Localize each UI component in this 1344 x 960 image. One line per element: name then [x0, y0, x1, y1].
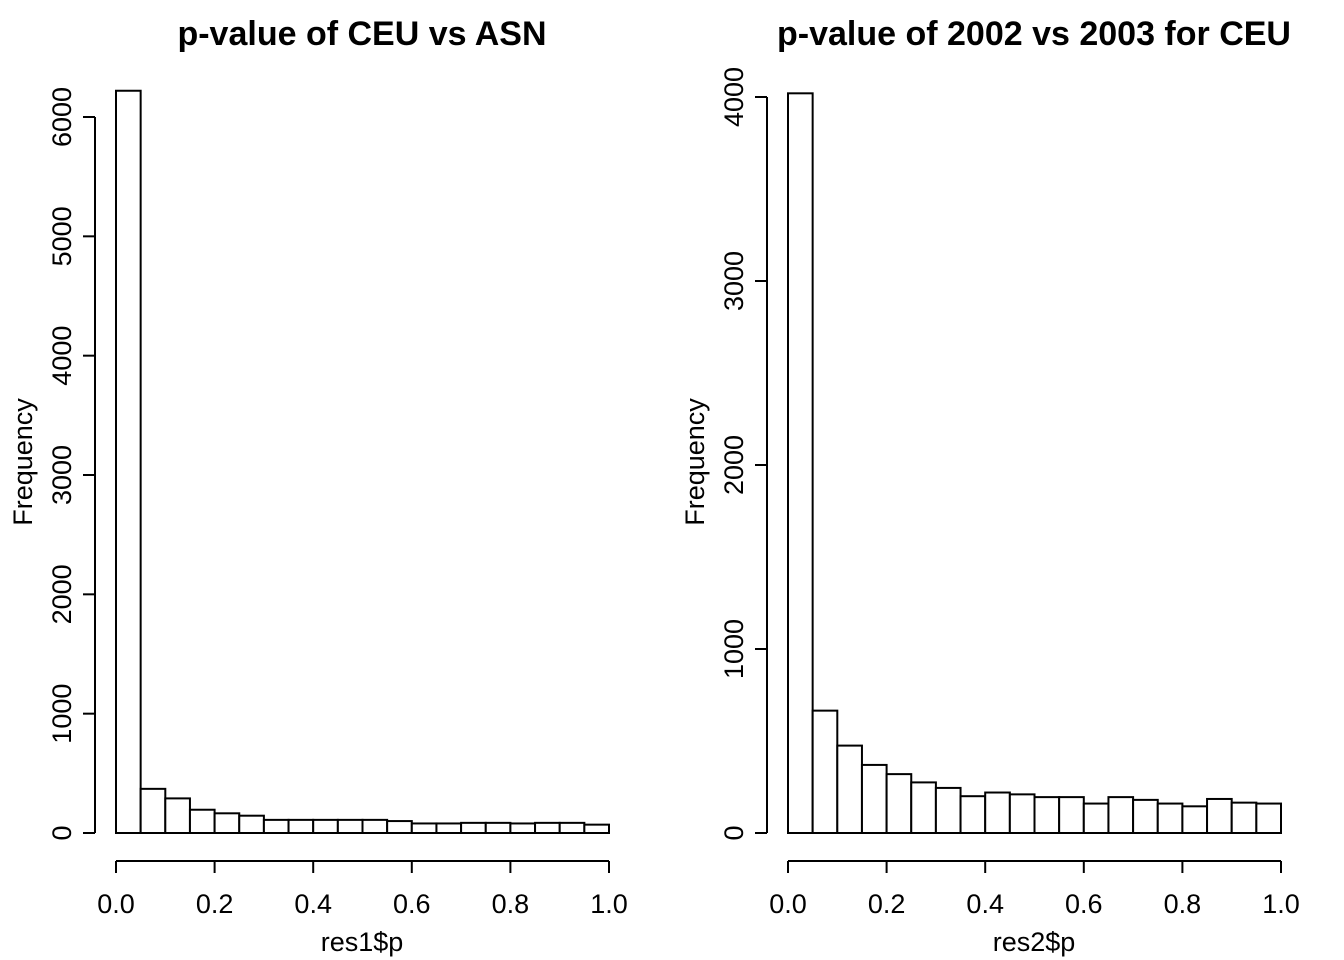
histogram-bar — [1033, 796, 1061, 834]
histogram-bar — [787, 92, 814, 834]
y-tick-label: 3000 — [719, 251, 749, 311]
y-tick-label: 6000 — [47, 87, 77, 147]
bars-group — [115, 89, 610, 835]
histogram-bar — [1156, 802, 1184, 834]
histogram-panel-ceu-vs-asn: p-value of CEU vs ASN 0.0 0.2 0.4 0.6 0.8 1.0… — [8, 15, 628, 957]
x-tick-label: 0.2 — [868, 889, 906, 919]
histogram-bar — [885, 773, 913, 834]
x-tick-label: 1.0 — [1262, 889, 1300, 919]
histogram-bar — [312, 818, 339, 835]
x-tick-label: 1.0 — [590, 889, 628, 919]
x-tick-label: 0.6 — [1065, 889, 1103, 919]
histogram-bar — [534, 821, 561, 835]
histogram-bar — [115, 89, 142, 835]
histogram-bar — [164, 797, 191, 834]
histogram-bar — [460, 821, 487, 835]
x-axis-ticks: 0.0 0.2 0.4 0.6 0.8 1.0 — [769, 861, 1300, 919]
histogram-bar — [509, 822, 537, 834]
y-tick-label: 1000 — [47, 684, 77, 744]
x-tick-label: 0.6 — [393, 889, 431, 919]
x-tick-label: 0.8 — [1164, 889, 1202, 919]
histogram-bar — [1058, 796, 1085, 834]
y-axis-title: Frequency — [8, 398, 38, 526]
x-tick-label: 0.4 — [966, 889, 1004, 919]
y-tick-label: 0 — [47, 825, 77, 840]
y-axis-ticks: 0 1000 2000 3000 4000 — [719, 67, 767, 841]
histogram-bar — [811, 709, 839, 835]
histogram-bar — [435, 822, 463, 834]
y-tick-label: 1000 — [719, 619, 749, 679]
histogram-bar — [484, 821, 512, 835]
y-axis-ticks: 0 1000 2000 3000 4000 5000 6000 — [47, 87, 95, 841]
bars-group — [787, 92, 1282, 835]
histogram-bar — [1082, 802, 1110, 834]
histogram-bar — [262, 818, 290, 835]
histogram-bar — [1206, 797, 1233, 835]
y-tick-label: 2000 — [47, 564, 77, 624]
histogram-bar — [410, 822, 438, 834]
y-tick-label: 0 — [719, 825, 749, 840]
x-axis-ticks: 0.0 0.2 0.4 0.6 0.8 1.0 — [97, 861, 628, 919]
histogram-bar — [188, 808, 216, 834]
x-tick-label: 0.2 — [196, 889, 234, 919]
histogram-bar — [1132, 798, 1159, 835]
histogram-panel-2002-vs-2003: p-value of 2002 vs 2003 for CEU 0.0 0.2 0.… — [680, 15, 1300, 957]
histogram-bar — [910, 781, 937, 835]
histogram-bar — [386, 820, 413, 834]
histogram-bar — [213, 812, 241, 834]
histogram-bar — [336, 818, 364, 835]
y-tick-label: 4000 — [47, 326, 77, 386]
x-axis-title: res1$p — [321, 927, 404, 957]
x-tick-label: 0.0 — [769, 889, 807, 919]
histogram-bar — [287, 818, 315, 835]
y-tick-label: 3000 — [47, 445, 77, 505]
chart-title: p-value of CEU vs ASN — [177, 15, 546, 53]
y-axis-title: Frequency — [680, 398, 710, 526]
histogram-bar — [361, 818, 389, 835]
histogram-bar — [139, 787, 167, 835]
x-tick-label: 0.4 — [294, 889, 332, 919]
histogram-bar — [238, 814, 265, 834]
histogram-bar — [836, 744, 863, 834]
y-tick-label: 4000 — [719, 67, 749, 127]
histogram-bar — [1255, 802, 1282, 834]
histogram-bar — [1008, 793, 1036, 834]
x-tick-label: 0.0 — [97, 889, 135, 919]
histogram-bar — [1107, 796, 1135, 834]
y-tick-label: 2000 — [719, 435, 749, 495]
x-axis-title: res2$p — [993, 927, 1076, 957]
histogram-bar — [1230, 801, 1258, 835]
histogram-bar — [934, 786, 962, 834]
histogram-bar — [959, 795, 987, 835]
histogram-bar — [583, 823, 610, 835]
y-tick-label: 5000 — [47, 206, 77, 266]
histogram-bar — [1181, 805, 1209, 835]
histogram-bar — [558, 821, 586, 835]
histogram-bar — [984, 791, 1011, 835]
x-tick-label: 0.8 — [492, 889, 530, 919]
histogram-bar — [860, 763, 888, 834]
chart-title: p-value of 2002 vs 2003 for CEU — [777, 15, 1291, 53]
